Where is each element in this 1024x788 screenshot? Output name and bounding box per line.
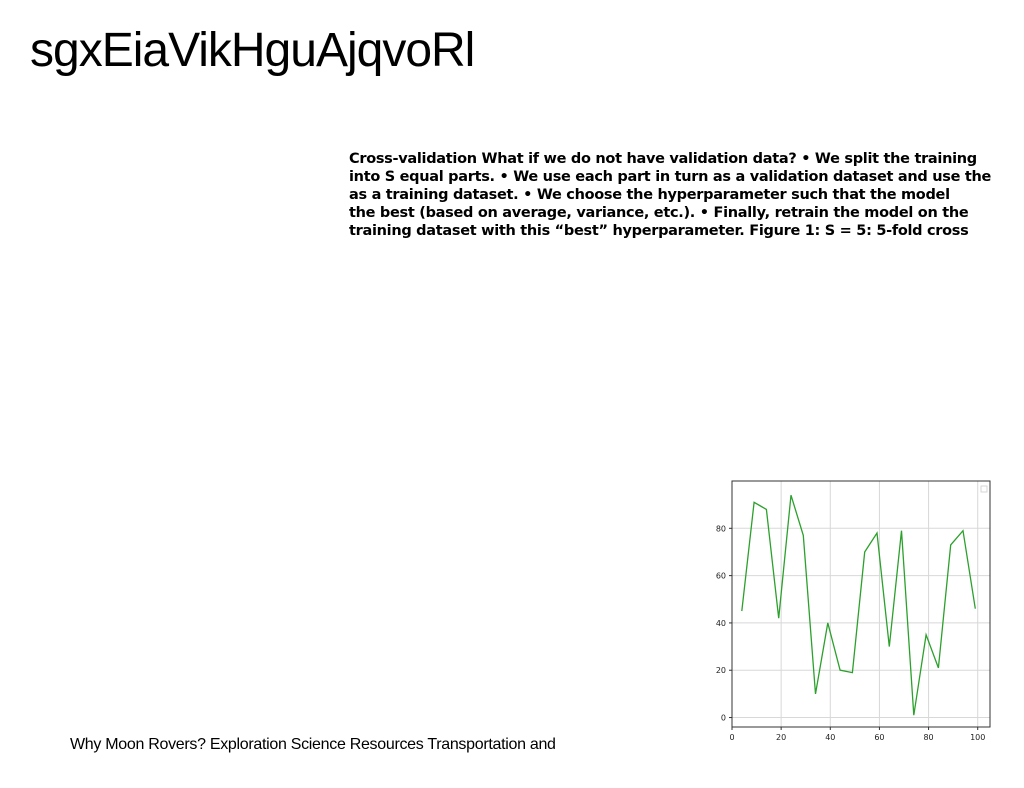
y-tick-label: 20 — [716, 666, 726, 675]
y-tick-label: 60 — [716, 572, 726, 581]
line-chart: 0 20 40 60 80 100 0 20 40 60 80 — [700, 476, 1000, 748]
body-text-line: training dataset with this “best” hyperp… — [349, 223, 969, 239]
y-tick-label: 80 — [716, 524, 726, 533]
legend-box — [980, 485, 988, 493]
x-tick-label: 20 — [776, 733, 786, 742]
y-tick-label: 40 — [716, 619, 726, 628]
x-tick-label: 60 — [874, 733, 884, 742]
y-tick-label: 0 — [721, 714, 726, 723]
series-line — [741, 495, 976, 716]
body-text-line: into S equal parts. • We use each part i… — [349, 169, 992, 185]
page-title: sgxEiaVikHguAjqvoRl — [30, 24, 475, 77]
footer-text: Why Moon Rovers? Exploration Science Res… — [70, 736, 556, 753]
x-tick-label: 100 — [970, 733, 985, 742]
x-tick-label: 40 — [825, 733, 835, 742]
x-tick-label: 0 — [729, 733, 734, 742]
body-text-line: the best (based on average, variance, et… — [349, 205, 969, 221]
plot-frame — [731, 480, 991, 728]
body-text: Cross-validation What if we do not have … — [349, 150, 1009, 240]
line-chart-svg: 0 20 40 60 80 100 0 20 40 60 80 — [716, 480, 991, 742]
body-text-line: Cross-validation What if we do not have … — [349, 151, 977, 167]
x-tick-label: 80 — [923, 733, 933, 742]
body-text-line: as a training dataset. • We choose the h… — [349, 187, 950, 203]
